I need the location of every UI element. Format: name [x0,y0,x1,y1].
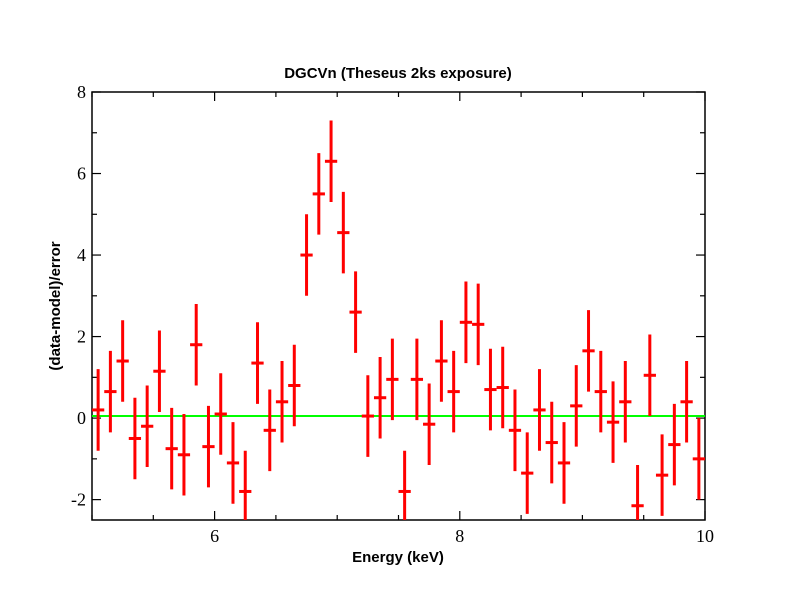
residual-point [337,191,350,274]
residual-point [533,369,546,451]
x-tick-label: 8 [455,526,464,546]
residual-point [521,432,534,514]
residual-point [668,403,681,486]
residual-point [594,350,607,433]
residual-point [680,361,693,443]
x-axis-label: Energy (keV) [352,549,444,566]
residual-point [410,338,424,421]
residual-point [692,418,705,500]
residual-point [631,464,644,520]
residual-point [398,450,411,520]
chart-title: DGCVn (Theseus 2ks exposure) [284,65,512,82]
residual-point [300,214,313,296]
residual-point [349,271,362,353]
residual-point [312,153,325,235]
residual-point [472,283,485,366]
residual-point [226,422,240,504]
residual-point [496,346,509,429]
residual-series [92,120,705,520]
residual-point [570,365,583,447]
residual-point [239,450,252,520]
x-tick-label: 10 [696,526,714,546]
residual-point [202,405,215,488]
residual-point [435,320,448,402]
residual-point [92,369,105,451]
residual-point [655,434,669,516]
y-axis-label: (data-model)/error [47,241,64,370]
residual-point [557,422,571,504]
residual-point [324,120,338,203]
residual-point [141,385,154,468]
residual-point [582,310,595,392]
y-tick-label: -2 [71,490,86,510]
residual-point [484,348,497,431]
y-tick-label: 0 [77,408,86,428]
y-tick-label: 4 [77,245,86,265]
residual-point [459,281,473,364]
residual-point [153,330,166,412]
y-tick-label: 6 [77,164,86,184]
residual-point [263,389,276,472]
residual-point [423,383,436,465]
x-tick-label: 6 [210,526,219,546]
residual-point [214,373,227,455]
residual-point [288,344,301,427]
residual-point [386,338,399,421]
residual-point [275,361,289,443]
y-tick-label: 2 [77,327,86,347]
residual-point [545,401,558,484]
residual-point [165,407,178,490]
residual-point [177,414,191,496]
residual-point [116,320,129,402]
residual-point [190,303,203,386]
residual-point [251,322,264,404]
residual-point [508,389,522,472]
residual-point [606,381,620,463]
residual-point [447,350,460,433]
residual-point [361,375,374,457]
residual-point [643,334,656,417]
residual-point [104,350,117,433]
residual-point [373,356,387,439]
residual-point [128,397,142,480]
residual-point [619,361,632,443]
y-tick-label: 8 [77,82,86,102]
